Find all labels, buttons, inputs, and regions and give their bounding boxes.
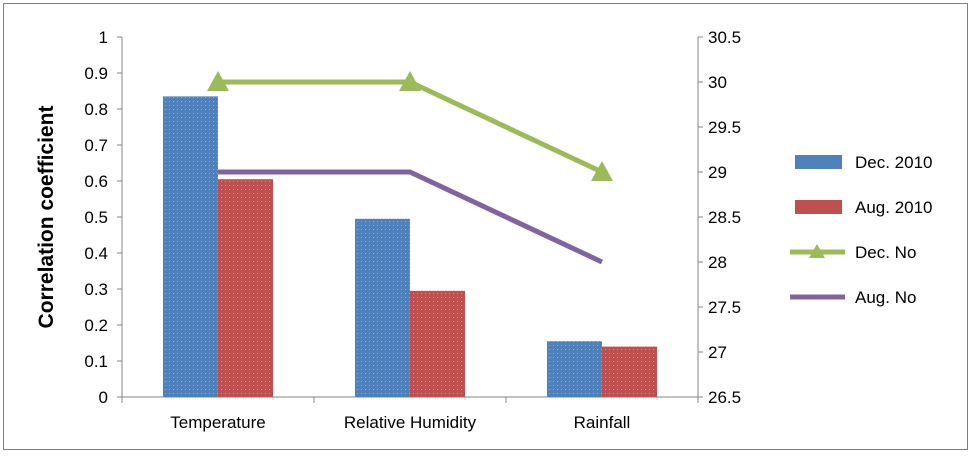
point-dec-no bbox=[207, 71, 229, 91]
x-tick-label: Relative Humidity bbox=[344, 413, 477, 432]
y2-tick-label: 28 bbox=[708, 253, 727, 272]
x-tick-label: Rainfall bbox=[574, 413, 631, 432]
bar-dec-2010 bbox=[355, 218, 410, 397]
y-tick-label: 1 bbox=[99, 28, 108, 47]
bar-aug-2010 bbox=[218, 179, 273, 397]
y2-tick-label: 30 bbox=[708, 73, 727, 92]
x-tick-label: Temperature bbox=[170, 413, 265, 432]
point-dec-no bbox=[399, 71, 421, 91]
y2-tick-label: 27 bbox=[708, 343, 727, 362]
y-tick-label: 0.4 bbox=[84, 244, 108, 263]
legend-label: Aug. 2010 bbox=[855, 198, 933, 217]
legend-swatch bbox=[795, 155, 842, 169]
y2-tick-label: 26.5 bbox=[708, 388, 741, 407]
y2-tick-label: 30.5 bbox=[708, 28, 741, 47]
legend-label: Aug. No bbox=[855, 288, 916, 307]
y-tick-label: 0.1 bbox=[84, 352, 108, 371]
y-tick-label: 0 bbox=[99, 388, 108, 407]
y-tick-label: 0.2 bbox=[84, 316, 108, 335]
y2-tick-label: 29.5 bbox=[708, 118, 741, 137]
legend-marker bbox=[809, 244, 825, 258]
bar-dec-2010 bbox=[547, 341, 602, 397]
y-tick-label: 0.5 bbox=[84, 208, 108, 227]
legend-swatch bbox=[795, 200, 842, 214]
point-dec-no bbox=[591, 161, 613, 181]
line-dec-no bbox=[218, 79, 604, 175]
y-tick-label: 0.3 bbox=[84, 280, 108, 299]
y2-tick-label: 28.5 bbox=[708, 208, 741, 227]
y-tick-label: 0.8 bbox=[84, 100, 108, 119]
y-tick-label: 0.6 bbox=[84, 172, 108, 191]
legend-label: Dec. 2010 bbox=[855, 153, 933, 172]
bar-dec-2010 bbox=[163, 96, 218, 398]
line-aug-no bbox=[218, 169, 604, 265]
y2-tick-label: 29 bbox=[708, 163, 727, 182]
y2-tick-label: 27.5 bbox=[708, 298, 741, 317]
y-tick-label: 0.7 bbox=[84, 136, 108, 155]
bar-aug-2010 bbox=[410, 290, 465, 397]
bar-aug-2010 bbox=[602, 346, 657, 397]
y-tick-label: 0.9 bbox=[84, 64, 108, 83]
y-axis-title: Correlation coefficient bbox=[35, 106, 58, 329]
legend-label: Dec. No bbox=[855, 243, 916, 262]
